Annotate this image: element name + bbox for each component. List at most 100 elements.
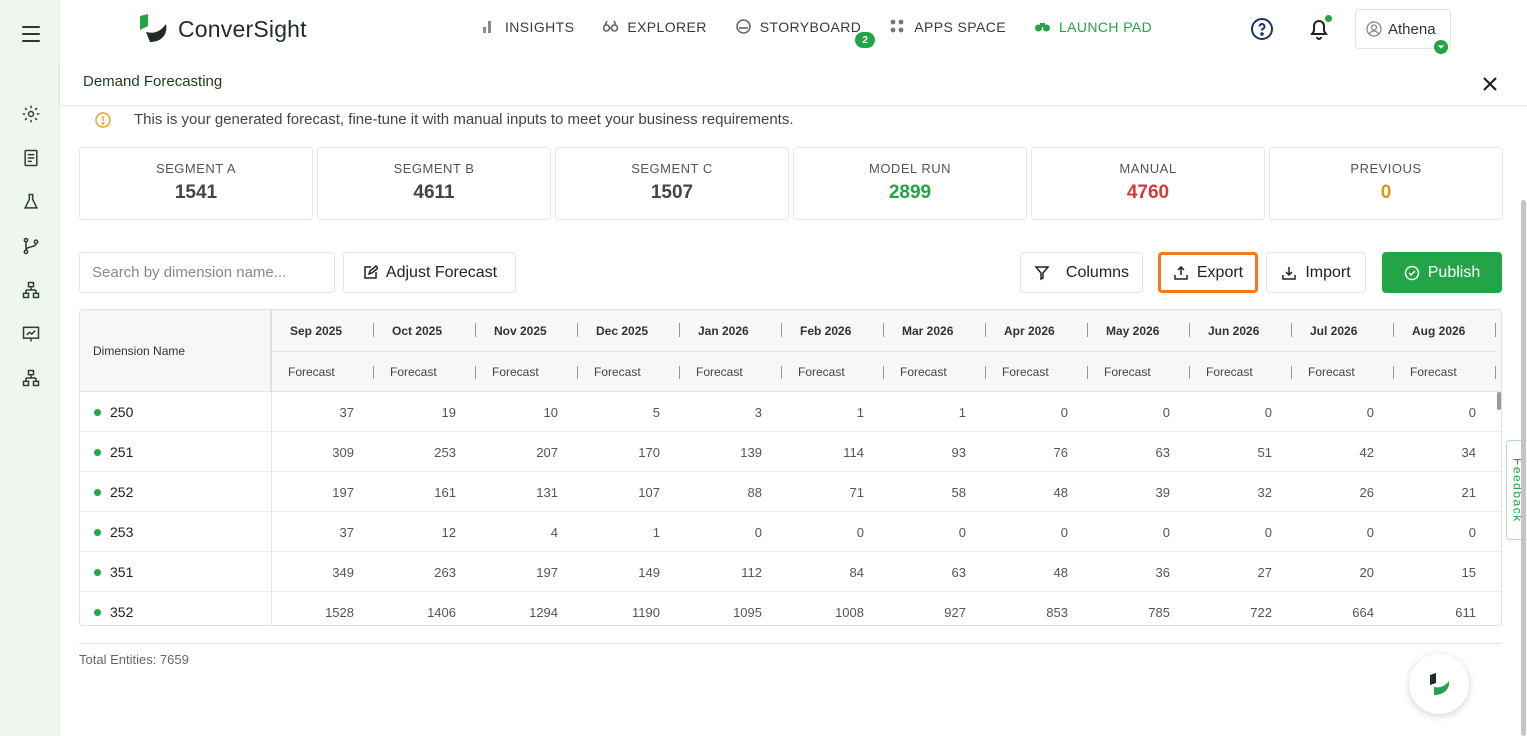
- forecast-cell[interactable]: 1: [958, 404, 966, 420]
- forecast-cell[interactable]: 0: [1264, 404, 1272, 420]
- table-scrollbar[interactable]: [1497, 392, 1501, 410]
- forecast-cell[interactable]: 107: [638, 484, 660, 500]
- nav-explorer[interactable]: EXPLORER: [602, 18, 706, 35]
- forecast-cell[interactable]: 197: [536, 564, 558, 580]
- nav-launch-pad[interactable]: LAUNCH PAD: [1034, 18, 1152, 35]
- dimension-search-input[interactable]: [79, 252, 335, 293]
- forecast-cell[interactable]: 84: [849, 564, 864, 580]
- sitemap-icon[interactable]: [19, 366, 43, 390]
- page-scrollbar[interactable]: [1521, 200, 1526, 736]
- forecast-cell[interactable]: 0: [1468, 404, 1476, 420]
- forecast-cell[interactable]: 139: [740, 444, 762, 460]
- forecast-cell[interactable]: 611: [1455, 604, 1476, 620]
- notification-bell-icon[interactable]: [1308, 15, 1332, 41]
- conversight-logo[interactable]: ConverSight: [136, 12, 307, 46]
- forecast-cell[interactable]: 42: [1359, 444, 1374, 460]
- forecast-cell[interactable]: 48: [1053, 564, 1068, 580]
- forecast-cell[interactable]: 161: [434, 484, 456, 500]
- forecast-cell[interactable]: 253: [434, 444, 456, 460]
- export-button[interactable]: Export: [1158, 252, 1258, 293]
- forecast-cell[interactable]: 0: [1468, 524, 1476, 540]
- forecast-cell[interactable]: 88: [747, 484, 762, 500]
- presentation-icon[interactable]: [19, 322, 43, 346]
- month-header[interactable]: Jul 2026: [1292, 310, 1394, 351]
- report-icon[interactable]: [19, 146, 43, 170]
- forecast-cell[interactable]: 0: [1366, 404, 1374, 420]
- hierarchy-icon[interactable]: [19, 278, 43, 302]
- forecast-cell[interactable]: 1294: [529, 604, 558, 620]
- forecast-cell[interactable]: 34: [1461, 444, 1476, 460]
- forecast-cell[interactable]: 1528: [325, 604, 354, 620]
- forecast-cell[interactable]: 21: [1461, 484, 1476, 500]
- forecast-cell[interactable]: 309: [332, 444, 354, 460]
- forecast-cell[interactable]: 1: [856, 404, 864, 420]
- month-header[interactable]: Jun 2026: [1190, 310, 1292, 351]
- assistant-button[interactable]: [1409, 654, 1469, 714]
- forecast-cell[interactable]: 0: [856, 524, 864, 540]
- month-header[interactable]: Nov 2025: [476, 310, 578, 351]
- forecast-cell[interactable]: 664: [1352, 604, 1374, 620]
- forecast-cell[interactable]: 32: [1257, 484, 1272, 500]
- month-header[interactable]: Sep 2025: [272, 310, 374, 351]
- forecast-cell[interactable]: 3: [754, 404, 762, 420]
- forecast-cell[interactable]: 114: [843, 444, 864, 460]
- forecast-cell[interactable]: 0: [1162, 404, 1170, 420]
- forecast-cell[interactable]: 5: [652, 404, 660, 420]
- forecast-cell[interactable]: 0: [754, 524, 762, 540]
- forecast-cell[interactable]: 0: [1162, 524, 1170, 540]
- forecast-cell[interactable]: 722: [1250, 604, 1272, 620]
- forecast-cell[interactable]: 39: [1155, 484, 1170, 500]
- forecast-cell[interactable]: 1: [652, 524, 660, 540]
- forecast-cell[interactable]: 15: [1461, 564, 1476, 580]
- close-icon[interactable]: [1480, 74, 1500, 94]
- forecast-cell[interactable]: 263: [434, 564, 456, 580]
- columns-button[interactable]: Columns: [1020, 252, 1143, 293]
- month-header[interactable]: May 2026: [1088, 310, 1190, 351]
- forecast-cell[interactable]: 27: [1257, 564, 1272, 580]
- dimension-column-header[interactable]: Dimension Name: [80, 310, 272, 392]
- forecast-cell[interactable]: 93: [951, 444, 966, 460]
- forecast-cell[interactable]: 207: [536, 444, 558, 460]
- month-header[interactable]: Apr 2026: [986, 310, 1088, 351]
- forecast-cell[interactable]: 1190: [632, 604, 660, 620]
- forecast-cell[interactable]: 785: [1148, 604, 1170, 620]
- forecast-cell[interactable]: 131: [536, 484, 558, 500]
- forecast-cell[interactable]: 1008: [835, 604, 864, 620]
- help-icon[interactable]: [1250, 17, 1274, 41]
- table-row[interactable]: 252 197 161 131 107 88 71 58 48 39 32 26 21: [80, 472, 1501, 512]
- forecast-cell[interactable]: 36: [1155, 564, 1170, 580]
- forecast-cell[interactable]: 1406: [427, 604, 456, 620]
- forecast-cell[interactable]: 48: [1053, 484, 1068, 500]
- month-header[interactable]: Feb 2026: [782, 310, 884, 351]
- forecast-cell[interactable]: 927: [944, 604, 966, 620]
- nav-apps-space[interactable]: APPS SPACE: [889, 18, 1006, 35]
- forecast-cell[interactable]: 19: [441, 404, 456, 420]
- import-button[interactable]: Import: [1266, 252, 1366, 293]
- month-header[interactable]: Jan 2026: [680, 310, 782, 351]
- forecast-cell[interactable]: 1095: [733, 604, 762, 620]
- adjust-forecast-button[interactable]: Adjust Forecast: [343, 252, 516, 293]
- forecast-cell[interactable]: 0: [958, 524, 966, 540]
- table-row[interactable]: 253 37 12 4 1 0 0 0 0 0 0 0 0: [80, 512, 1501, 552]
- table-row[interactable]: 251 309 253 207 170 139 114 93 76 63 51 42 34: [80, 432, 1501, 472]
- table-row[interactable]: 250 37 19 10 5 3 1 1 0 0 0 0 0: [80, 392, 1501, 432]
- forecast-cell[interactable]: 0: [1060, 524, 1068, 540]
- month-header[interactable]: Dec 2025: [578, 310, 680, 351]
- table-row[interactable]: 351 349 263 197 149 112 84 63 48 36 27 20 15: [80, 552, 1501, 592]
- month-header[interactable]: Oct 2025: [374, 310, 476, 351]
- forecast-cell[interactable]: 76: [1053, 444, 1068, 460]
- forecast-cell[interactable]: 71: [849, 484, 864, 500]
- forecast-cell[interactable]: 4: [550, 524, 558, 540]
- nav-insights[interactable]: INSIGHTS: [480, 18, 574, 35]
- forecast-cell[interactable]: 349: [332, 564, 354, 580]
- forecast-cell[interactable]: 20: [1359, 564, 1374, 580]
- nav-storyboard[interactable]: STORYBOARD 2: [735, 18, 876, 48]
- forecast-cell[interactable]: 170: [638, 444, 660, 460]
- forecast-cell[interactable]: 10: [543, 404, 558, 420]
- forecast-cell[interactable]: 63: [951, 564, 966, 580]
- branch-icon[interactable]: [19, 234, 43, 258]
- forecast-cell[interactable]: 63: [1155, 444, 1170, 460]
- user-menu[interactable]: Athena: [1355, 9, 1451, 54]
- forecast-cell[interactable]: 0: [1366, 524, 1374, 540]
- month-header[interactable]: Aug 2026: [1394, 310, 1496, 351]
